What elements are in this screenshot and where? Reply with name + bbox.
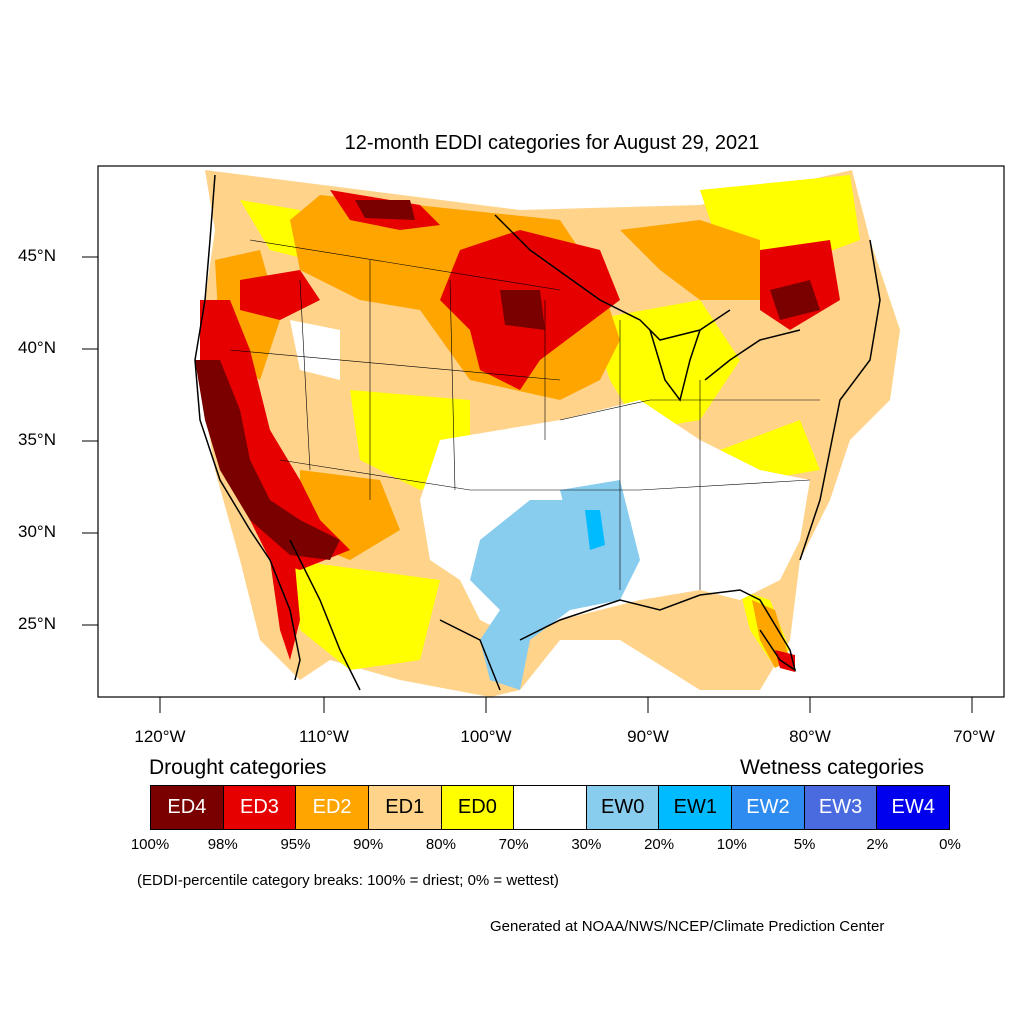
credit-text: Generated at NOAA/NWS/NCEP/Climate Predi… bbox=[490, 918, 885, 935]
lon-label: 90°W bbox=[627, 727, 669, 746]
percent-break-label: 100% bbox=[130, 836, 170, 853]
lat-label: 35°N bbox=[18, 430, 56, 449]
percent-break-label: 80% bbox=[425, 836, 456, 853]
region-ed0-southwest bbox=[290, 560, 440, 670]
region-ed2-northeast bbox=[620, 220, 760, 300]
legend-box-ed0: ED0 bbox=[441, 786, 515, 829]
map-frame bbox=[97, 165, 1005, 698]
legend-box-ed4: ED4 bbox=[151, 786, 224, 829]
coastline bbox=[194, 174, 881, 691]
legend-box-ed3: ED3 bbox=[223, 786, 297, 829]
legend-box-ew2: EW2 bbox=[732, 786, 805, 829]
region-ed3-california bbox=[200, 300, 350, 570]
percent-break-label: 2% bbox=[866, 836, 889, 853]
region-ed4-northeast bbox=[770, 280, 820, 320]
wetness-heading: Wetness categories bbox=[740, 756, 925, 779]
lon-ticks bbox=[159, 697, 973, 713]
region-ed0-northwest bbox=[240, 200, 310, 260]
percent-break-label: 5% bbox=[793, 836, 816, 853]
percent-break-label: 95% bbox=[280, 836, 311, 853]
lat-label: 45°N bbox=[18, 246, 56, 265]
legend-box-normal bbox=[514, 786, 587, 829]
lat-ticks bbox=[82, 256, 98, 626]
region-ed0-greatlakes bbox=[590, 300, 740, 430]
drought-heading: Drought categories bbox=[149, 756, 327, 779]
percent-break-label: 70% bbox=[498, 836, 529, 853]
lon-label: 120°W bbox=[134, 727, 186, 746]
legend-box-ew0: EW0 bbox=[586, 786, 660, 829]
percent-break-label: 10% bbox=[716, 836, 747, 853]
region-ed4-northdakota bbox=[500, 290, 545, 330]
lat-label: 25°N bbox=[18, 614, 56, 633]
region-ed3-baja bbox=[270, 560, 300, 660]
percent-break-label: 0% bbox=[939, 836, 961, 853]
lon-label: 110°W bbox=[299, 727, 349, 746]
legend-box-ed1: ED1 bbox=[368, 786, 442, 829]
percent-break-label: 20% bbox=[644, 836, 675, 853]
legend-box-ew3: EW3 bbox=[804, 786, 878, 829]
region-ed2-florida bbox=[752, 600, 790, 668]
lat-label: 30°N bbox=[18, 522, 56, 541]
region-ed4-montana bbox=[355, 200, 415, 220]
region-normal-northwest bbox=[290, 320, 340, 380]
map-fill bbox=[195, 170, 900, 697]
legend-colorbar: ED4 ED3 ED2 ED1 ED0 EW0 EW1 EW2 EW3 EW4 bbox=[150, 785, 950, 830]
percent-break-label: 98% bbox=[207, 836, 238, 853]
lon-label: 80°W bbox=[789, 727, 831, 746]
state-borders bbox=[229, 239, 820, 590]
region-ed4-california bbox=[195, 360, 340, 560]
legend-box-ew4: EW4 bbox=[877, 786, 950, 829]
category-note: (EDDI-percentile category breaks: 100% =… bbox=[137, 872, 559, 889]
legend-box-ew1: EW1 bbox=[659, 786, 733, 829]
map-title: 12-month EDDI categories for August 29, … bbox=[344, 132, 760, 154]
lon-label: 70°W bbox=[953, 727, 995, 746]
lat-label: 40°N bbox=[18, 338, 56, 357]
percent-break-label: 30% bbox=[571, 836, 602, 853]
percent-break-label: 90% bbox=[353, 836, 384, 853]
region-ew1-louisiana bbox=[585, 510, 605, 550]
legend-box-ed2: ED2 bbox=[296, 786, 369, 829]
lon-label: 100°W bbox=[460, 727, 512, 746]
